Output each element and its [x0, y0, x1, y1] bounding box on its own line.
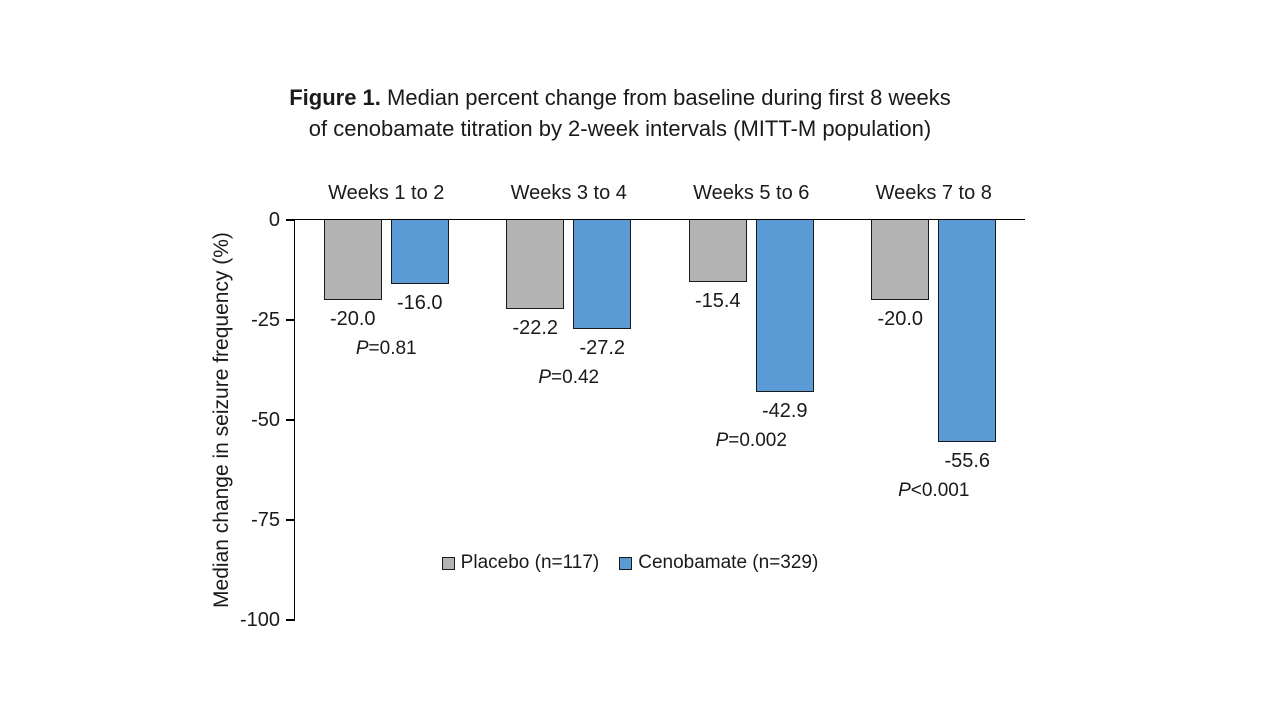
placebo-bar: [323, 220, 382, 300]
p-value-label: P=0.42: [538, 366, 600, 388]
category-label: Weeks 5 to 6: [693, 182, 810, 204]
cenobamate-bar: [390, 220, 449, 284]
y-tick-label: -25: [251, 309, 280, 331]
placebo-value-label: -20.0: [329, 308, 376, 330]
cenobamate-swatch-icon: [619, 556, 633, 570]
category-label: Weeks 7 to 8: [875, 182, 992, 204]
y-tick-label: -100: [239, 609, 280, 631]
cenobamate-bar: [938, 220, 997, 443]
p-value-label: P=0.002: [715, 429, 787, 451]
cenobamate-value-label: -55.6: [944, 450, 991, 473]
y-tick-label: -50: [251, 409, 280, 431]
chart-title-figure-number: Figure 1.: [289, 85, 381, 110]
cenobamate-bar: [573, 220, 632, 329]
placebo-swatch-icon: [441, 556, 455, 570]
cenobamate-bar: [755, 220, 814, 392]
p-value-label: P=0.81: [355, 338, 417, 359]
placebo-bar: [688, 220, 747, 282]
placebo-value-label: -20.0: [877, 308, 924, 330]
legend-label-placebo: Placebo (n=117): [460, 552, 600, 573]
chart-legend: Placebo (n=117) Cenobamate (n=329): [295, 552, 965, 574]
chart-title: Figure 1. Median percent change from bas…: [20, 82, 1220, 144]
placebo-value-label: -15.4: [694, 289, 741, 312]
chart-title-line1: Figure 1. Median percent change from bas…: [20, 82, 1220, 113]
p-italic: P: [355, 338, 369, 359]
y-tick-mark: [286, 519, 295, 521]
y-tick-mark: [286, 419, 295, 421]
legend-item-cenobamate: Cenobamate (n=329): [619, 552, 818, 574]
legend-label-cenobamate: Cenobamate (n=329): [638, 552, 819, 573]
placebo-bar: [871, 220, 930, 300]
category-label: Weeks 3 to 4: [510, 182, 627, 204]
p-value-label: P<0.001: [898, 480, 970, 502]
y-tick-mark: [286, 619, 295, 621]
p-italic: P: [715, 429, 729, 451]
chart-title-line1-text: Median percent change from baseline duri…: [380, 85, 951, 110]
category-label: Weeks 1 to 2: [328, 182, 445, 204]
cenobamate-value-label: -42.9: [761, 399, 808, 422]
y-tick-mark: [286, 219, 295, 221]
y-tick-label: 0: [268, 209, 280, 231]
legend-item-placebo: Placebo (n=117): [441, 552, 600, 574]
y-tick-label: -75: [251, 509, 280, 531]
p-italic: P: [898, 480, 911, 502]
y-tick-mark: [286, 319, 295, 321]
cenobamate-value-label: -16.0: [396, 292, 443, 314]
placebo-bar: [506, 220, 565, 309]
placebo-value-label: -22.2: [512, 316, 559, 339]
p-italic: P: [538, 366, 552, 388]
x-axis-baseline: [295, 218, 1025, 220]
chart-title-line2: of cenobamate titration by 2-week interv…: [308, 116, 932, 141]
cenobamate-value-label: -27.2: [579, 336, 626, 359]
